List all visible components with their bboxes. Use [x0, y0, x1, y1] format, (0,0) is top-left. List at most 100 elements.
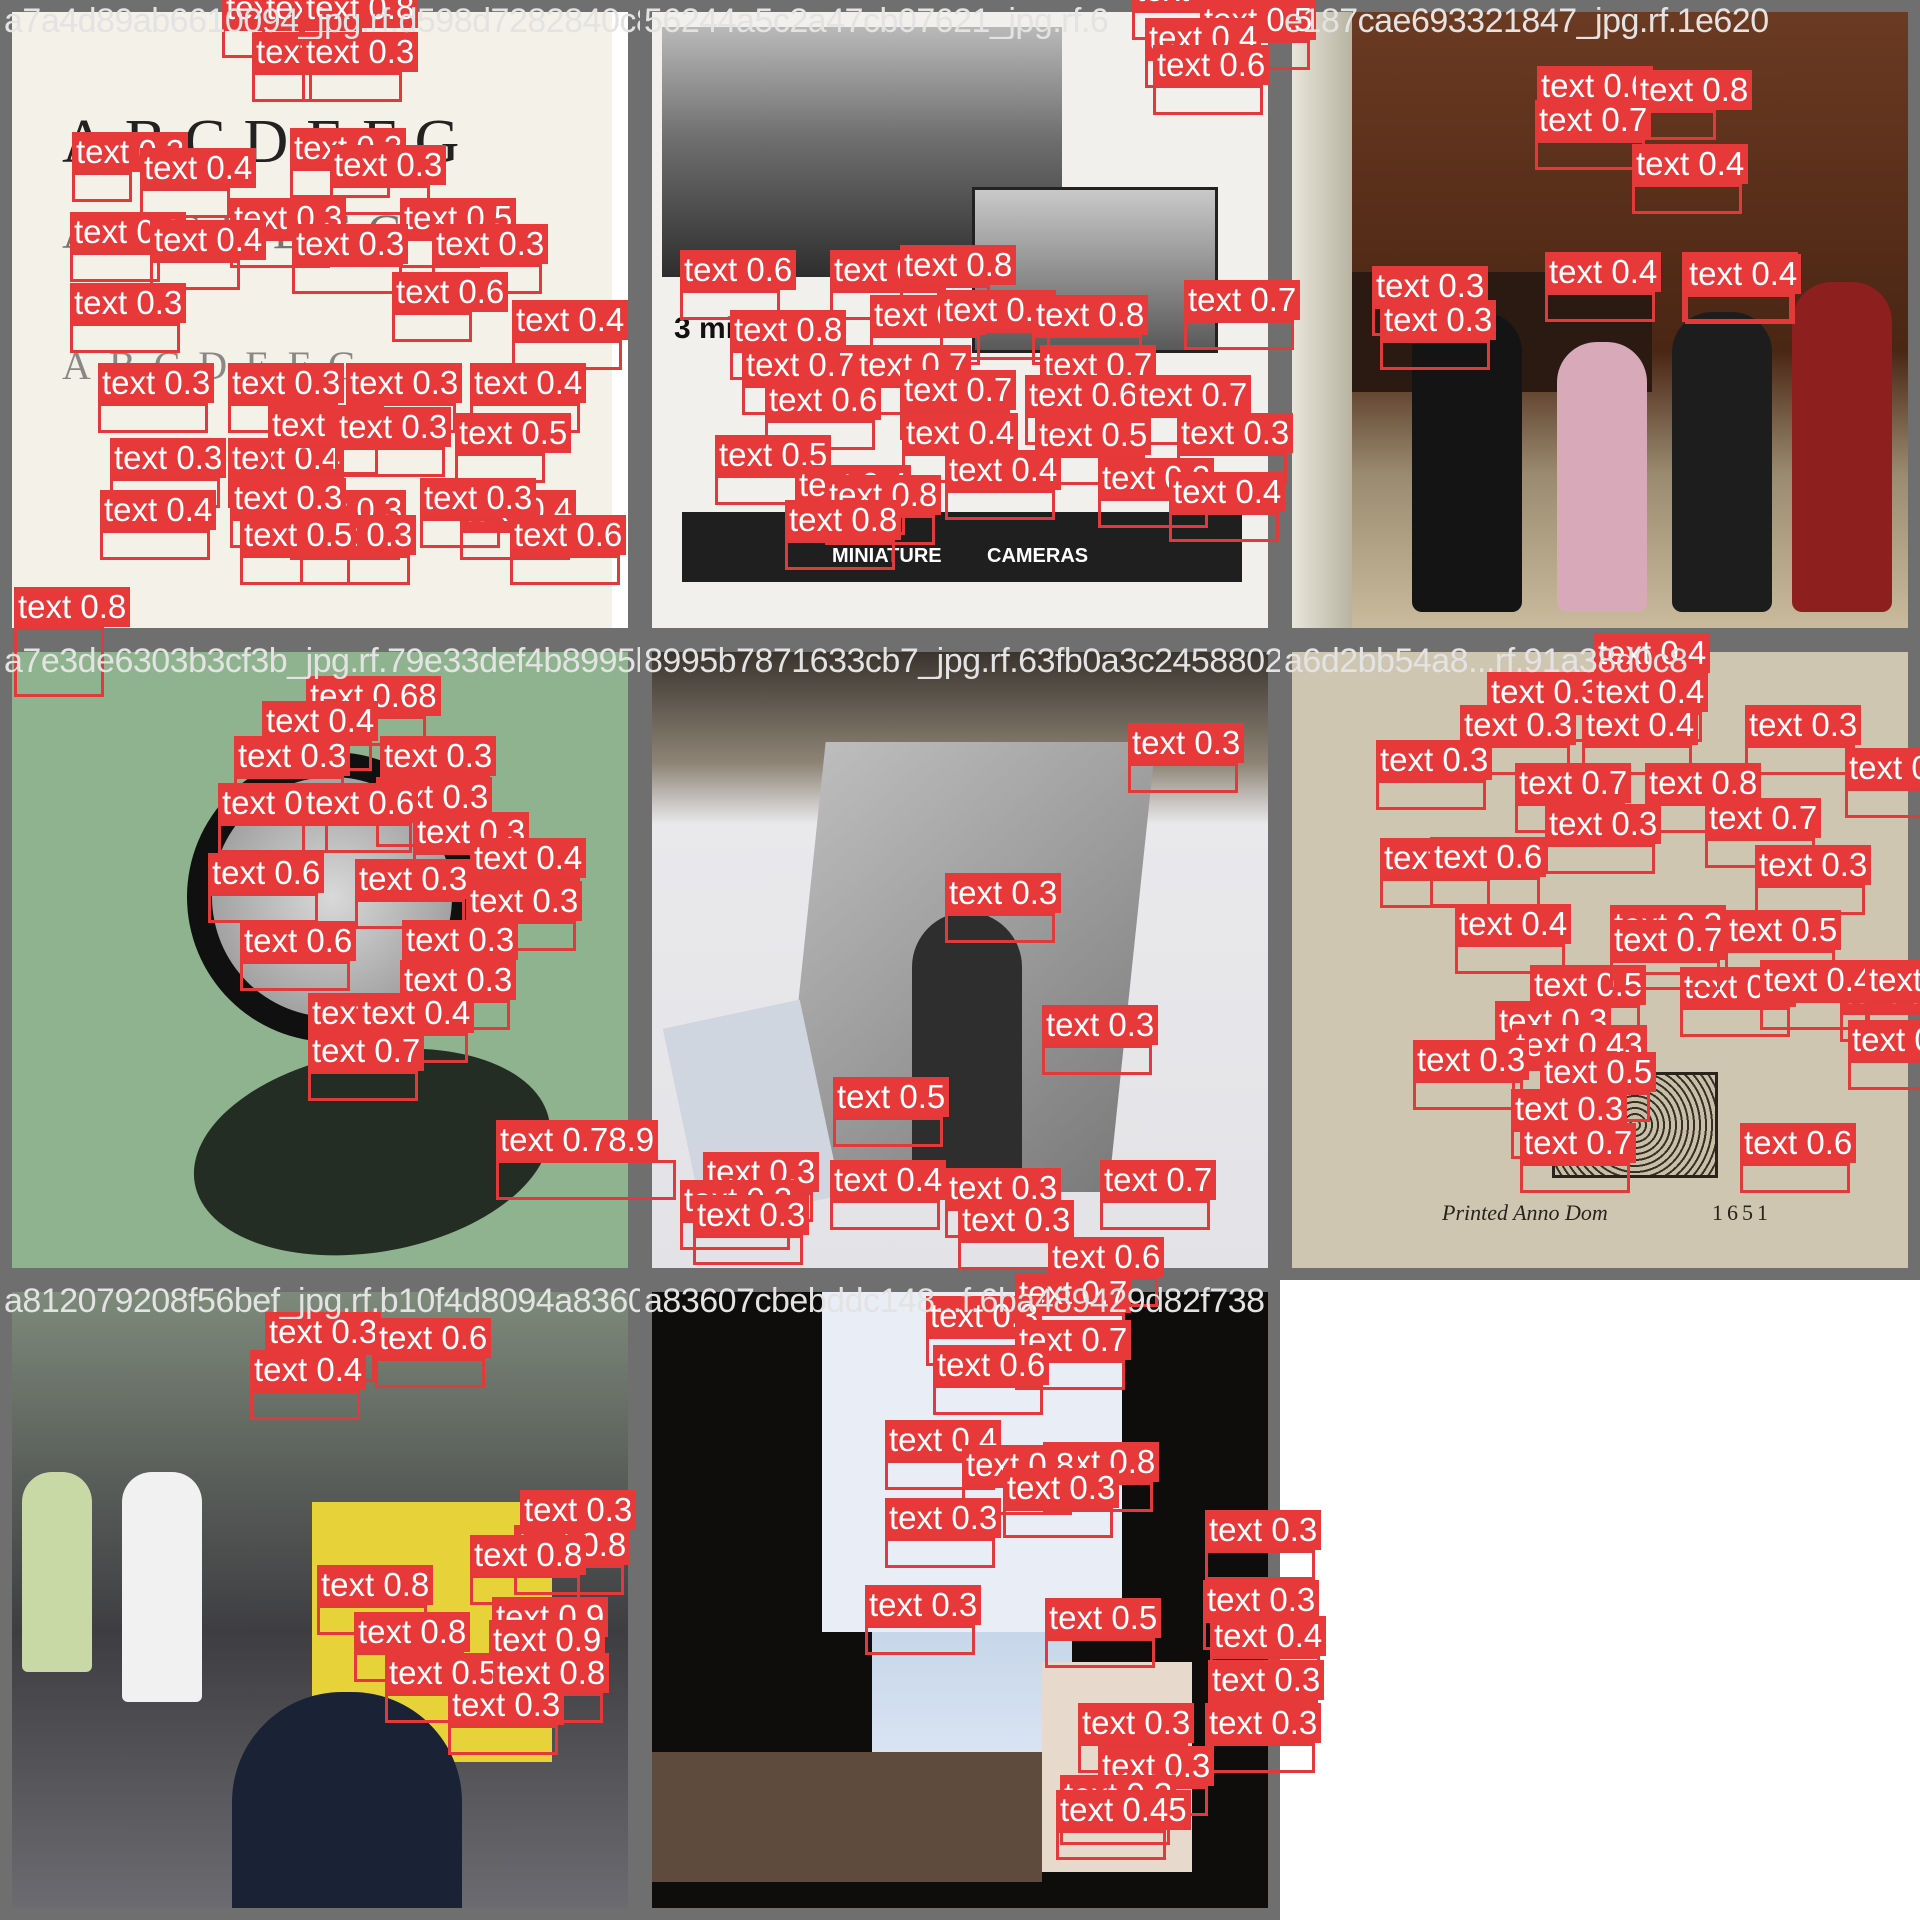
detection-box	[945, 490, 1055, 520]
detection-label: text 0.4	[1760, 960, 1877, 1000]
detection-box	[448, 1725, 558, 1755]
detection-label: text 0.3	[466, 881, 583, 921]
detection-label: text 0.7	[1015, 1273, 1132, 1313]
detection-label: text 0.4	[1455, 904, 1572, 944]
detection-box	[300, 555, 410, 585]
detection-label: text 0.6	[375, 1318, 492, 1358]
detection-label: text 0.3	[355, 859, 472, 899]
detection-label: text 0.4	[1582, 705, 1699, 745]
detection-label: text 0.7	[1705, 798, 1822, 838]
detection-label: text 0.4	[250, 1350, 367, 1390]
detection-label: text 0.3	[230, 198, 347, 238]
detection-box	[302, 823, 412, 853]
empty-tile	[1280, 1280, 1920, 1920]
detection-box	[302, 72, 402, 102]
detection-label: text 0.4	[1632, 144, 1749, 184]
tile-caption: a812079208f56bef_jpg.rf.b10f4d8094a83607	[4, 1282, 640, 1320]
detection-label: text 0.8	[317, 1565, 434, 1605]
detection-label: text 0.45	[1056, 1790, 1191, 1830]
detection-label: text 0.7	[1135, 375, 1252, 415]
detection-label: text 0.6	[1048, 1237, 1165, 1277]
detection-label: text 0.6	[1740, 1123, 1857, 1163]
detection-label: text 0.3	[1460, 705, 1577, 745]
detection-label: text 0.8	[1645, 763, 1762, 803]
detection-box	[1003, 1508, 1113, 1538]
detection-box	[1380, 340, 1490, 370]
detection-label: text 0.3	[1205, 1703, 1322, 1743]
detection-label: text 0.8	[1032, 295, 1149, 335]
detection-label: text 0.8	[785, 500, 902, 540]
detection-box	[785, 540, 895, 570]
detection-label: text 0.4	[100, 490, 217, 530]
detection-label: text 0.7	[1184, 280, 1301, 320]
tile-caption: a83607cbebddc148...f.6ba489429d82f738	[644, 1282, 1265, 1320]
detection-box	[1056, 1830, 1166, 1860]
detection-label: text 0.7	[1515, 763, 1632, 803]
year-text: 1651	[1712, 1200, 1772, 1225]
detection-label: text 0.3	[1205, 1510, 1322, 1550]
detection-label: text 0.3	[432, 224, 549, 264]
tile-caption: a7e3de6303b3cf3b_jpg.rf.79e33def4b8995b	[4, 642, 640, 680]
detection-label: text 0.3	[70, 283, 187, 323]
tile-caption: e187cae693321847_jpg.rf.1e620	[1284, 2, 1769, 40]
detection-label: text 0.3	[1208, 1660, 1325, 1700]
detection-box	[1413, 1080, 1523, 1110]
detection-box	[693, 1235, 803, 1265]
detection-box	[150, 260, 240, 290]
detection-label: text 0.3	[110, 438, 227, 478]
detection-box	[1205, 1550, 1315, 1580]
detection-label: text 0.6	[933, 1345, 1050, 1385]
tile-caption: 8995b7871633cb7_jpg.rf.63fb0a3c24588027	[644, 642, 1280, 680]
detection-box	[1169, 512, 1279, 542]
detection-label: text 0.6	[1153, 45, 1270, 85]
detection-box	[375, 1358, 485, 1388]
detection-label: text 0.3	[1177, 413, 1294, 453]
detection-label: text 0.3	[1376, 740, 1493, 780]
detection-box	[1184, 320, 1294, 350]
detection-label: text 0.4	[902, 413, 1019, 453]
detection-box	[833, 1117, 943, 1147]
detection-label: text 0.7	[1535, 100, 1652, 140]
detection-box	[268, 445, 378, 475]
detection-label: text 0.3	[1203, 1580, 1320, 1620]
detection-box	[1610, 960, 1720, 990]
detection-label: text 0.3	[234, 736, 351, 776]
detection-label: text 0.4	[1685, 254, 1802, 294]
detection-label: text 0.3	[1003, 1468, 1120, 1508]
detection-box	[70, 323, 180, 353]
detection-label: text 0.3	[230, 478, 347, 518]
detection-label: text 0.8	[900, 245, 1017, 285]
detection-box	[1535, 140, 1645, 170]
detection-label: text 0.5	[240, 515, 357, 555]
tile-caption: a7a4d89ab6610094_jpg.rf.d598d7282840c8c5…	[4, 2, 640, 40]
detection-label: text 0.44	[1865, 960, 1920, 1000]
detection-box	[1685, 294, 1795, 324]
detection-label: text 0.3	[1745, 705, 1862, 745]
detection-label: text 0.7	[1015, 1320, 1132, 1360]
detection-label: text 0.8	[1636, 70, 1753, 110]
detection-label: text 0.6	[765, 380, 882, 420]
detection-label: text 0.7	[308, 1031, 425, 1071]
detection-box	[1848, 1060, 1920, 1090]
detection-box	[308, 1071, 418, 1101]
detection-label: text 0.3	[520, 1490, 637, 1530]
detection-label: text 0.3	[1487, 672, 1604, 712]
detection-box	[1545, 292, 1655, 322]
detection-box	[14, 627, 104, 697]
detection-label: text 0.3	[1372, 266, 1489, 306]
detection-label: text 0.4	[1845, 748, 1920, 788]
detection-label: text 0.6	[1537, 66, 1654, 106]
detection-box	[1740, 1163, 1850, 1193]
detection-label: text 0.3	[228, 363, 345, 403]
detection-box	[70, 252, 160, 282]
detection-label: text 0.3	[292, 224, 409, 264]
detection-box	[730, 350, 840, 380]
detection-label: text 0.4	[358, 993, 475, 1033]
detection-label: text 0.8	[470, 1535, 587, 1575]
detection-label: text 0.8	[730, 310, 847, 350]
detection-box	[98, 403, 208, 433]
tile-caption: 56244a5c2a47cb07621_jpg.rf.6	[644, 2, 1109, 40]
detection-label: text 0.7	[1610, 920, 1727, 960]
detection-label: text 0.3	[1078, 1703, 1195, 1743]
detection-label: text 0.4	[945, 450, 1062, 490]
